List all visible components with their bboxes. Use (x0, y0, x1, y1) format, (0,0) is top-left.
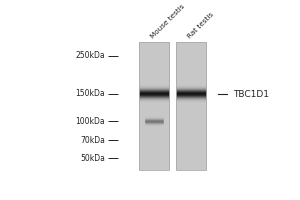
Bar (139, 42, 169, 170)
Text: Rat testis: Rat testis (187, 12, 215, 40)
Text: TBC1D1: TBC1D1 (233, 90, 269, 99)
Text: 250kDa: 250kDa (75, 51, 105, 60)
Text: 70kDa: 70kDa (80, 136, 105, 145)
Text: 50kDa: 50kDa (80, 154, 105, 163)
Bar (176, 42, 206, 170)
Text: Mouse testis: Mouse testis (149, 4, 186, 40)
Text: 150kDa: 150kDa (75, 89, 105, 98)
Text: 100kDa: 100kDa (75, 117, 105, 126)
